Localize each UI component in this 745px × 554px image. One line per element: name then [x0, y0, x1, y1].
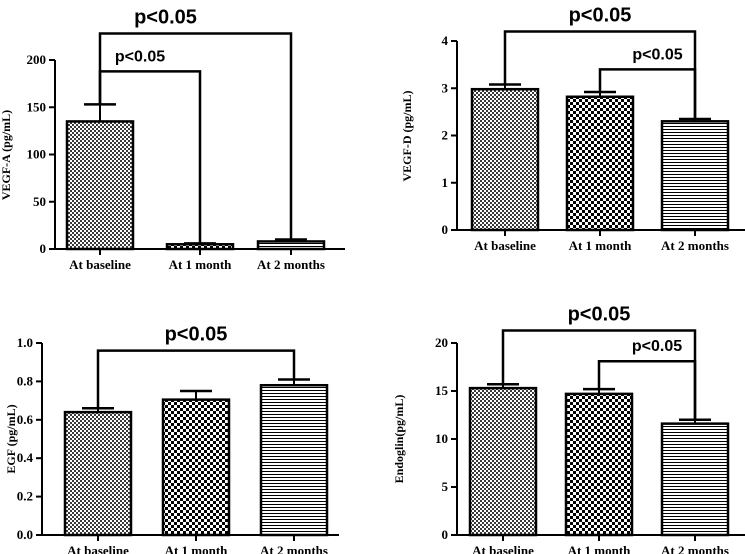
y-tick-label: 100: [27, 147, 47, 162]
bar: [468, 386, 538, 537]
significance-label: p<0.05: [134, 7, 197, 29]
y-tick-label: 0.6: [17, 412, 34, 427]
y-axis-title: VEGF-D (pg/mL): [400, 91, 414, 182]
significance-label: p<0.05: [569, 5, 632, 27]
significance-label: p<0.05: [568, 304, 631, 326]
bar: [564, 392, 634, 537]
y-tick-label: 0: [442, 222, 449, 237]
y-tick-label: 1.0: [17, 335, 33, 350]
bar: [660, 422, 730, 537]
y-axis-title: Endoglin(pg/mL): [392, 395, 406, 484]
panel-top-right: 0 1 2 3 4 VEGF-D (pg/mL) At baseline At 1 month…: [400, 5, 745, 253]
x-tick-label: At baseline: [69, 257, 131, 272]
x-tick-label: At 2 months: [661, 543, 729, 554]
bar: [256, 240, 326, 251]
bar: [259, 383, 329, 537]
significance-label: p<0.05: [165, 324, 228, 346]
x-tick-label: At 1 month: [569, 238, 633, 253]
y-tick-label: 2: [442, 128, 449, 143]
panel-bottom-right: 0 5 10 15 20 Endoglin(pg/mL) At baseline At 1 m…: [392, 304, 745, 554]
y-tick-label: 200: [27, 52, 47, 67]
bar: [63, 410, 133, 537]
bar: [161, 398, 231, 537]
bar: [565, 95, 635, 232]
y-tick-label: 5: [442, 479, 449, 494]
x-tick-label: At 2 months: [257, 257, 325, 272]
y-tick-label: 0.0: [17, 527, 33, 542]
x-tick-label: At 2 months: [661, 238, 729, 253]
y-tick-label: 4: [442, 33, 449, 48]
y-tick-label: 0.8: [17, 373, 34, 388]
y-axis-title: EGF (pg/mL): [4, 404, 18, 473]
y-tick-label: 0.4: [17, 450, 34, 465]
y-tick-label: 0.2: [17, 489, 33, 504]
x-tick-label: At baseline: [474, 238, 536, 253]
bar: [165, 243, 235, 251]
significance-label: p<0.05: [632, 338, 682, 355]
significance-bracket: [98, 32, 293, 240]
significance-bracket: [96, 349, 296, 409]
panel-top-left: 0 50 100 150 200 VEGF-A (pg/mL) At baseline At …: [0, 7, 345, 272]
panel-bottom-left: 0.0 0.2 0.4 0.6 0.8 1.0 EGF (pg/mL) At baseline…: [4, 324, 339, 554]
y-tick-label: 15: [435, 383, 449, 398]
y-tick-label: 0: [442, 527, 449, 542]
significance-label: p<0.05: [115, 48, 165, 65]
bar: [470, 87, 540, 232]
y-axis-title: VEGF-A (pg/mL): [0, 110, 13, 200]
x-tick-label: At baseline: [67, 543, 129, 554]
x-tick-label: At 1 month: [169, 257, 233, 272]
significance-bracket: [501, 329, 697, 420]
y-tick-label: 3: [442, 80, 449, 95]
y-tick-label: 0: [40, 241, 47, 256]
x-tick-label: At baseline: [472, 543, 534, 554]
y-tick-label: 10: [435, 431, 448, 446]
y-tick-label: 150: [27, 99, 47, 114]
y-tick-label: 20: [435, 335, 448, 350]
x-tick-label: At 1 month: [568, 543, 632, 554]
x-tick-label: At 1 month: [165, 543, 229, 554]
significance-label: p<0.05: [632, 46, 682, 63]
bar: [660, 120, 730, 232]
y-tick-label: 1: [442, 175, 449, 190]
y-tick-label: 50: [33, 194, 46, 209]
bar: [65, 120, 135, 251]
x-tick-label: At 2 months: [260, 543, 328, 554]
significance-bracket: [503, 30, 697, 119]
